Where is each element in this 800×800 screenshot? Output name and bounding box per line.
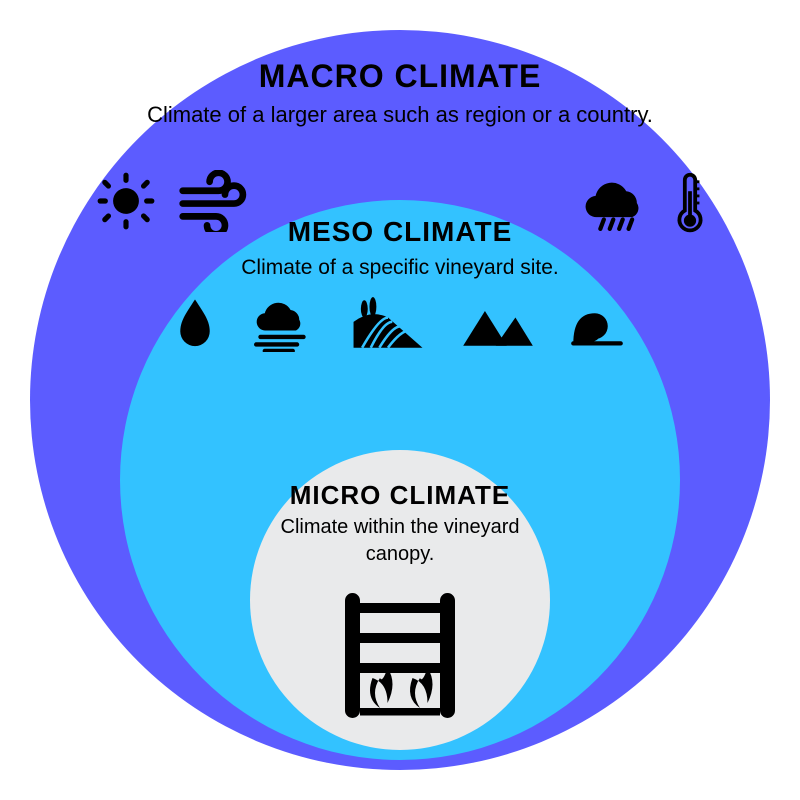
macro-title: MACRO CLIMATE [0, 58, 800, 95]
micro-title: MICRO CLIMATE [0, 480, 800, 511]
micro-description: Climate within the vineyard canopy. [0, 514, 800, 568]
wave-icon [569, 299, 625, 349]
macro-description: Climate of a larger area such as region … [0, 100, 800, 130]
fog-cloud-icon [249, 296, 315, 352]
meso-icons [0, 296, 800, 352]
micro-icons [0, 578, 800, 728]
meso-description: Climate of a specific vineyard site. [0, 254, 800, 282]
vine-trellis-icon [325, 578, 475, 728]
vineyard-field-icon [349, 296, 427, 352]
mountains-icon [461, 299, 535, 349]
water-drop-icon [175, 297, 215, 351]
meso-title: MESO CLIMATE [0, 216, 800, 248]
